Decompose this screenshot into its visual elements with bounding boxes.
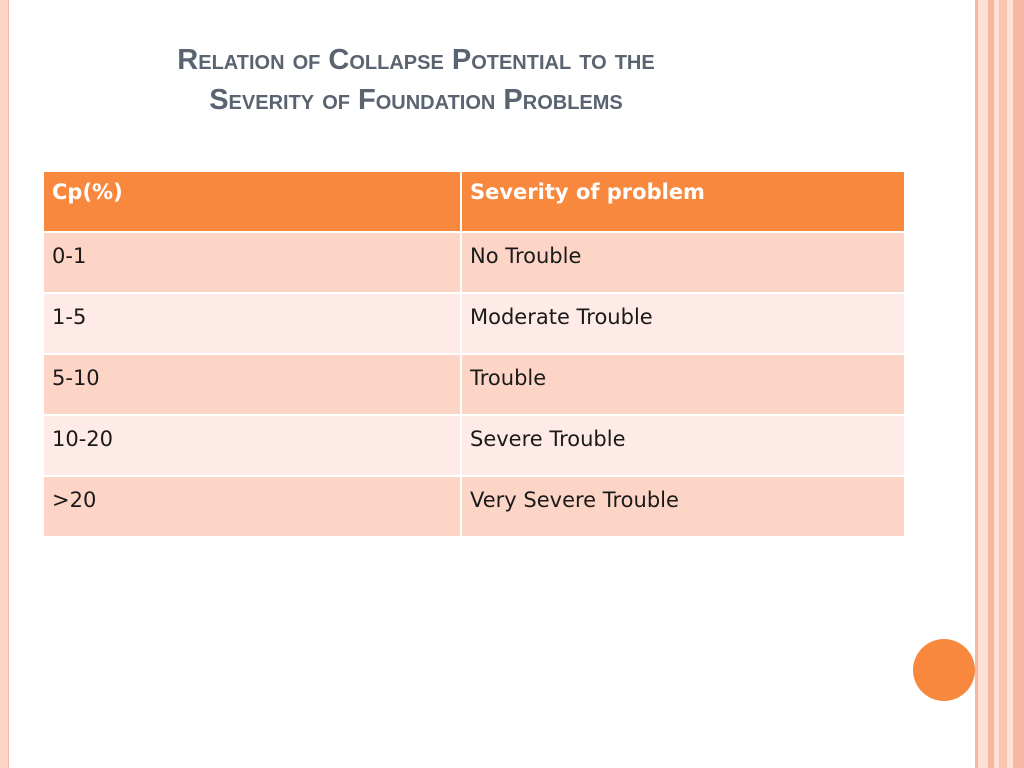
cell-severity: Moderate Trouble	[460, 292, 906, 355]
right-stripe-decoration	[988, 0, 994, 768]
right-stripe-decoration	[975, 0, 978, 768]
table-row: 0-1 No Trouble	[42, 231, 906, 294]
right-stripe-decoration	[994, 0, 999, 768]
cell-severity: Severe Trouble	[460, 414, 906, 477]
slide-title-line-2: Severity of Foundation Problems	[209, 84, 623, 116]
left-border-decoration	[0, 0, 9, 768]
right-stripe-decoration	[978, 0, 988, 768]
orange-circle-decoration	[913, 639, 975, 701]
slide-title: Relation of Collapse Potential to the Se…	[60, 40, 772, 120]
cell-severity: No Trouble	[460, 231, 906, 294]
right-stripe-decoration	[1007, 0, 1013, 768]
slide-title-line-1: Relation of Collapse Potential to the	[177, 44, 655, 76]
table-header-row: Cp(%) Severity of problem	[42, 170, 906, 233]
table-row: 5-10 Trouble	[42, 353, 906, 416]
column-header-cp: Cp(%)	[42, 170, 462, 233]
collapse-potential-table-container: Cp(%) Severity of problem 0-1 No Trouble…	[42, 170, 906, 538]
right-stripe-decoration	[1013, 0, 1024, 768]
table-row: 1-5 Moderate Trouble	[42, 292, 906, 355]
cell-cp: 1-5	[42, 292, 462, 355]
cell-severity: Trouble	[460, 353, 906, 416]
cell-cp: >20	[42, 475, 462, 538]
collapse-potential-table: Cp(%) Severity of problem 0-1 No Trouble…	[42, 170, 906, 538]
column-header-severity: Severity of problem	[460, 170, 906, 233]
cell-cp: 0-1	[42, 231, 462, 294]
cell-severity: Very Severe Trouble	[460, 475, 906, 538]
cell-cp: 10-20	[42, 414, 462, 477]
right-stripe-decoration	[999, 0, 1007, 768]
table-row: 10-20 Severe Trouble	[42, 414, 906, 477]
table-row: >20 Very Severe Trouble	[42, 475, 906, 538]
cell-cp: 5-10	[42, 353, 462, 416]
